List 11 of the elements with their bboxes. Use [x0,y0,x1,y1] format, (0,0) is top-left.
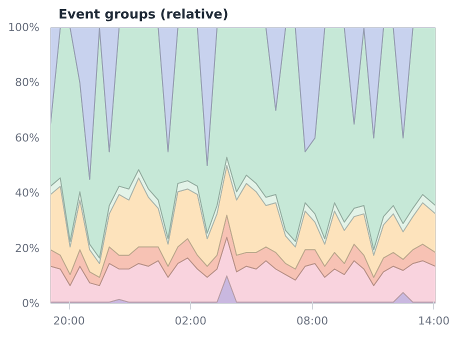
y-tick-label: 0% [22,297,40,310]
x-tick-label: 20:00 [53,314,85,328]
x-tick-label: 02:00 [174,314,207,328]
y-tick-label: 20% [15,242,40,255]
x-tick-label: 14:00 [418,314,450,328]
y-tick-label: 80% [15,76,40,90]
chart-title: Event groups (relative) [58,8,228,22]
y-tick-label: 100% [8,21,40,34]
y-tick-label: 40% [15,186,40,200]
y-tick-label: 60% [15,131,40,144]
x-tick-label: 08:00 [296,314,328,328]
